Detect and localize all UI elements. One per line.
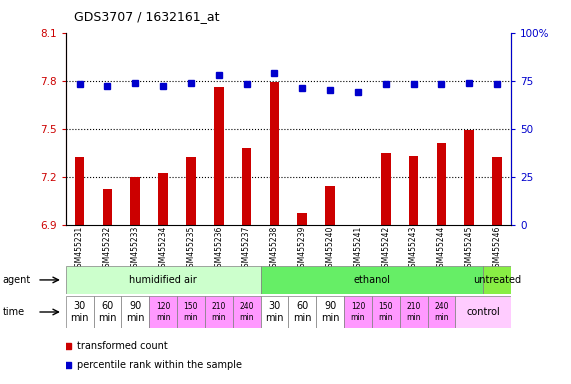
Bar xyxy=(214,87,224,225)
Bar xyxy=(177,296,205,328)
Text: 90
min: 90 min xyxy=(321,301,339,323)
Bar xyxy=(158,174,168,225)
Text: GDS3707 / 1632161_at: GDS3707 / 1632161_at xyxy=(74,10,220,23)
Text: agent: agent xyxy=(3,275,31,285)
Bar xyxy=(260,266,483,294)
Bar xyxy=(205,296,233,328)
Text: 150
min: 150 min xyxy=(184,302,198,322)
Text: 210
min: 210 min xyxy=(211,302,226,322)
Text: transformed count: transformed count xyxy=(77,341,167,351)
Text: 210
min: 210 min xyxy=(407,302,421,322)
Text: ethanol: ethanol xyxy=(353,275,391,285)
Bar xyxy=(372,296,400,328)
Bar xyxy=(66,266,260,294)
Text: time: time xyxy=(3,307,25,317)
Text: 240
min: 240 min xyxy=(239,302,254,322)
Bar xyxy=(94,296,122,328)
Text: 30
min: 30 min xyxy=(70,301,89,323)
Bar xyxy=(260,296,288,328)
Text: 150
min: 150 min xyxy=(379,302,393,322)
Text: control: control xyxy=(467,307,500,317)
Bar xyxy=(233,296,260,328)
Bar xyxy=(353,225,363,228)
Bar xyxy=(288,296,316,328)
Bar xyxy=(130,177,140,225)
Bar xyxy=(325,186,335,225)
Text: humidified air: humidified air xyxy=(129,275,197,285)
Bar xyxy=(464,130,474,225)
Text: 90
min: 90 min xyxy=(126,301,144,323)
Text: percentile rank within the sample: percentile rank within the sample xyxy=(77,360,242,370)
Bar xyxy=(381,153,391,225)
Bar xyxy=(437,143,447,225)
Bar xyxy=(409,156,419,225)
Bar xyxy=(344,296,372,328)
Bar xyxy=(103,189,112,225)
Bar xyxy=(297,214,307,225)
Text: 60
min: 60 min xyxy=(98,301,116,323)
Bar xyxy=(316,296,344,328)
Text: 120
min: 120 min xyxy=(351,302,365,322)
Bar xyxy=(122,296,149,328)
Text: 240
min: 240 min xyxy=(434,302,449,322)
Bar xyxy=(428,296,456,328)
Bar xyxy=(149,296,177,328)
Text: 30
min: 30 min xyxy=(265,301,284,323)
Bar xyxy=(492,157,502,225)
Bar xyxy=(483,266,511,294)
Bar xyxy=(75,157,85,225)
Bar xyxy=(242,148,251,225)
Bar xyxy=(456,296,511,328)
Text: 60
min: 60 min xyxy=(293,301,312,323)
Bar xyxy=(66,296,94,328)
Text: untreated: untreated xyxy=(473,275,521,285)
Bar xyxy=(270,82,279,225)
Bar xyxy=(186,157,196,225)
Text: 120
min: 120 min xyxy=(156,302,170,322)
Bar xyxy=(400,296,428,328)
